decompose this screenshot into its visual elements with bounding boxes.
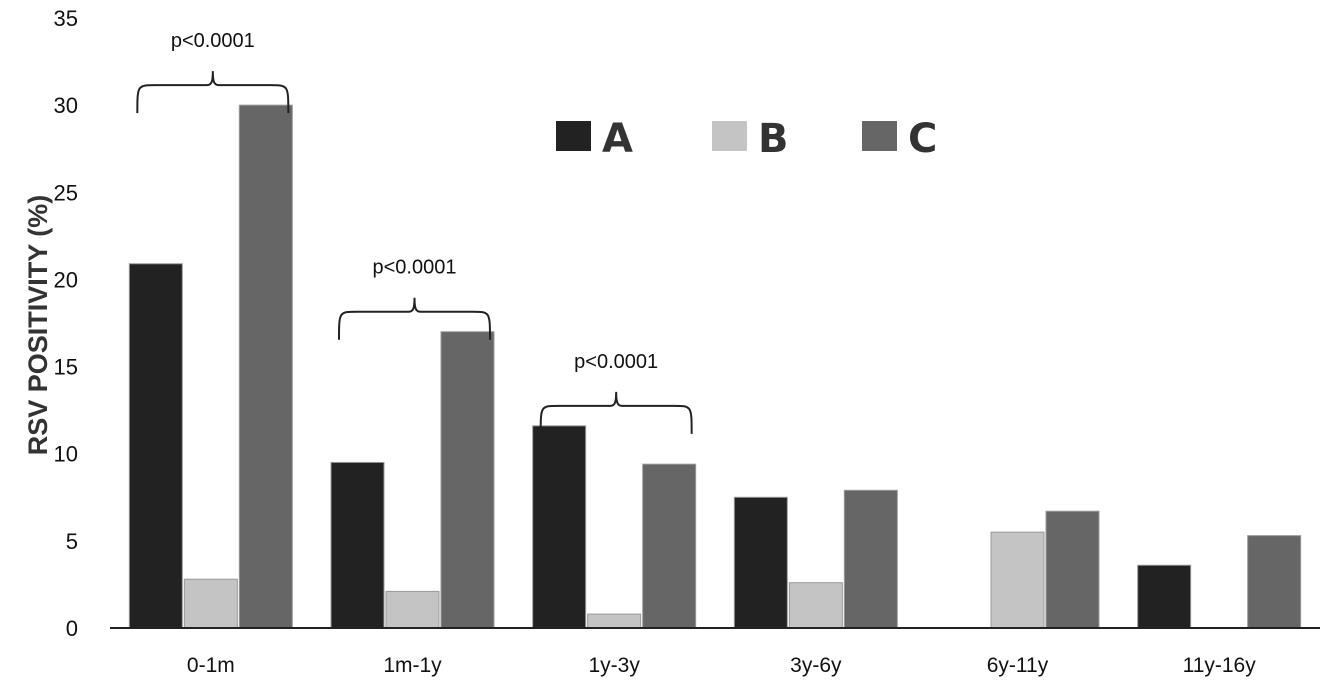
bar-B-1m-1y — [385, 590, 440, 629]
x-axis-category-labels: 0-1m 1m-1y 1y-3y 3y-6y 6y-11y 11y-16y — [187, 654, 1256, 677]
x-category-label: 1y-3y — [588, 654, 640, 677]
significance-bracket — [539, 391, 693, 434]
legend-swatch-B — [712, 121, 747, 151]
legend-swatch-C — [862, 121, 897, 151]
bar-B-3y-6y — [788, 582, 843, 629]
p-value-label: p<0.0001 — [574, 351, 658, 373]
y-axis-ticks: 0 5 10 15 20 25 30 35 — [54, 6, 78, 641]
x-category-label: 11y-16y — [1183, 654, 1257, 677]
y-axis-title: RSV POSITIVITY (%) — [23, 195, 53, 456]
bar-C-0-1m — [238, 104, 293, 629]
y-tick-label: 10 — [54, 442, 78, 467]
x-category-label: 1m-1y — [383, 654, 442, 677]
bar-C-1y-3y — [642, 463, 697, 629]
bar-B-1y-3y — [587, 613, 642, 629]
y-tick-label: 35 — [54, 6, 78, 31]
legend-label-A: A — [602, 116, 633, 162]
significance-annotations: p<0.0001 p<0.0001 p<0.0001 — [136, 30, 693, 434]
bars — [128, 104, 1302, 629]
x-category-label: 3y-6y — [790, 654, 842, 677]
significance-bracket — [136, 71, 290, 114]
bar-C-6y-11y — [1045, 510, 1100, 629]
legend-label-C: C — [908, 116, 937, 162]
y-tick-label: 5 — [66, 529, 78, 554]
bar-B-0-1m — [183, 578, 238, 629]
bar-C-1m-1y — [440, 331, 495, 629]
y-tick-label: 25 — [54, 180, 78, 205]
x-category-label: 0-1m — [187, 654, 235, 677]
legend-label-B: B — [758, 116, 789, 162]
bar-A-1m-1y — [330, 461, 385, 629]
bar-B-6y-11y — [990, 531, 1045, 629]
legend: A B C — [556, 116, 937, 162]
legend-swatch-A — [556, 121, 591, 151]
bar-A-11y-16y — [1137, 564, 1192, 629]
x-category-label: 6y-11y — [987, 654, 1049, 677]
y-tick-label: 0 — [66, 616, 78, 641]
bar-C-11y-16y — [1247, 535, 1302, 629]
p-value-label: p<0.0001 — [171, 30, 255, 52]
bar-A-3y-6y — [733, 496, 788, 629]
bar-A-1y-3y — [532, 425, 587, 629]
p-value-label: p<0.0001 — [373, 257, 457, 279]
y-tick-label: 30 — [54, 93, 78, 118]
bar-C-3y-6y — [843, 489, 898, 629]
y-tick-label: 15 — [54, 355, 78, 380]
bar-A-0-1m — [128, 263, 183, 629]
y-tick-label: 20 — [54, 267, 78, 292]
